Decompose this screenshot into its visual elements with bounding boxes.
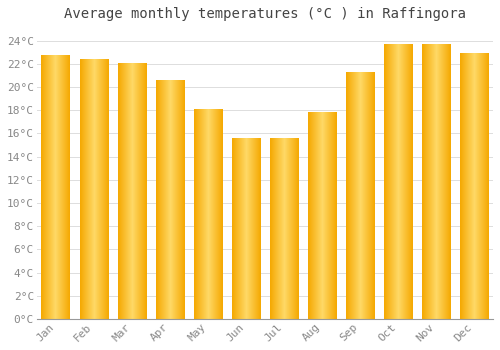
Title: Average monthly temperatures (°C ) in Raffingora: Average monthly temperatures (°C ) in Ra…: [64, 7, 466, 21]
